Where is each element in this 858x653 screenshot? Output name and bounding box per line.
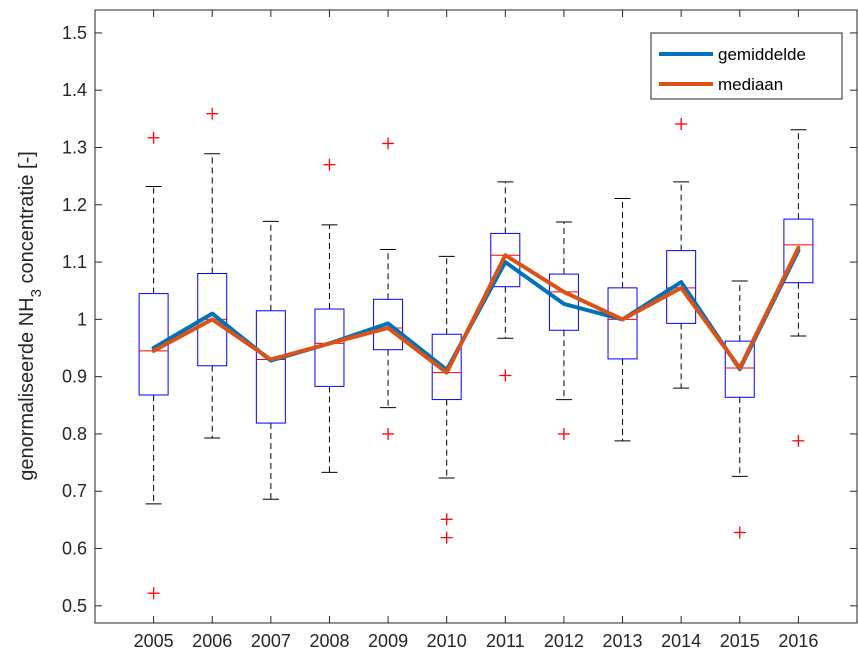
series-lines (151, 245, 801, 375)
box-iqr (724, 340, 755, 398)
x-tick-label: 2014 (661, 631, 701, 651)
y-tick-label: 1.1 (62, 252, 87, 272)
box-iqr (373, 298, 404, 351)
legend: gemiddelde mediaan (650, 32, 843, 100)
outlier-marker (499, 369, 512, 382)
plot-frame (94, 9, 858, 624)
box-iqr (607, 287, 638, 360)
box-iqr (490, 232, 521, 288)
outlier-marker (733, 526, 746, 539)
legend-label-mediaan: mediaan (718, 75, 783, 94)
outlier-marker (147, 131, 160, 144)
y-tick-label: 0.5 (62, 596, 87, 616)
x-tick-label: 2016 (778, 631, 818, 651)
box-iqr (431, 333, 462, 401)
outlier-marker (382, 137, 395, 150)
outlier-marker (792, 434, 805, 447)
x-tick-label: 2008 (309, 631, 349, 651)
outlier-marker (440, 531, 453, 544)
boxes-group (138, 107, 814, 600)
x-tick-label: 2013 (603, 631, 643, 651)
outlier-marker (440, 513, 453, 526)
y-tick-label: 1 (77, 309, 87, 329)
x-axis-ticks: 2005 2006 2007 2008 2009 2010 2011 2012 2013 2014… (134, 10, 818, 651)
x-tick-label: 2011 (486, 631, 525, 651)
y-tick-label: 1.3 (62, 137, 87, 157)
outlier-marker (557, 427, 570, 440)
outlier-marker (206, 107, 219, 120)
outlier-marker (382, 427, 395, 440)
x-tick-label: 2009 (368, 631, 408, 651)
y-tick-label: 0.6 (62, 539, 87, 559)
y-tick-label: 1.2 (62, 195, 87, 215)
box-2015 (724, 280, 755, 539)
box-iqr (666, 250, 697, 324)
y-tick-label: 0.7 (62, 481, 87, 501)
x-tick-label: 2006 (192, 631, 232, 651)
box-iqr (783, 218, 814, 284)
y-axis-label: genormaliseerde NH3 concentratie [-] (16, 151, 45, 481)
box-iqr (255, 310, 286, 424)
box-2010 (431, 255, 462, 544)
outlier-marker (147, 587, 160, 600)
y-axis-ticks: 0.5 0.6 0.7 0.8 0.9 1 1.1 1.2 1.3 1.4 1.5 (62, 23, 857, 616)
outlier-marker (323, 158, 336, 171)
x-tick-label: 2007 (251, 631, 291, 651)
x-tick-label: 2005 (134, 631, 174, 651)
y-tick-label: 1.4 (62, 80, 87, 100)
y-tick-label: 0.9 (62, 367, 87, 387)
box-2016 (783, 129, 814, 447)
legend-box (650, 32, 843, 100)
y-tick-label: 0.8 (62, 424, 87, 444)
outlier-marker (675, 118, 688, 131)
x-tick-label: 2012 (544, 631, 584, 651)
box-2005 (138, 131, 169, 600)
x-tick-label: 2015 (720, 631, 760, 651)
box-2013 (607, 197, 638, 442)
legend-label-gemiddelde: gemiddelde (718, 45, 806, 64)
y-tick-label: 1.5 (62, 23, 87, 43)
series-line-mediaan (151, 245, 801, 375)
x-tick-label: 2010 (427, 631, 467, 651)
box-iqr (548, 273, 579, 331)
